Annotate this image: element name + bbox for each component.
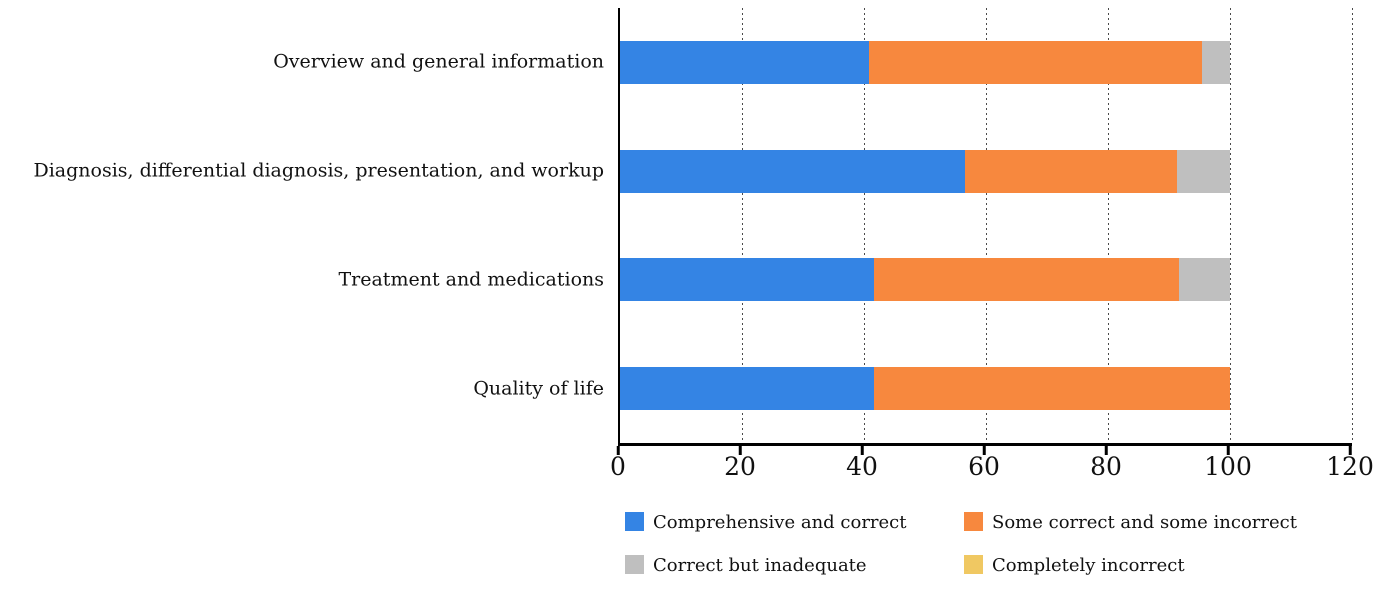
legend-swatch-gray [625,555,644,574]
category-label: Treatment and medications [338,268,604,291]
gridline [1352,8,1353,443]
legend-swatch-orange [964,512,983,531]
gridline [1230,8,1231,443]
x-tick [738,446,742,455]
legend-label: Comprehensive and correct [653,511,907,533]
bar-segment-orange [874,258,1180,302]
bar [620,40,1352,84]
x-tick [1348,446,1352,455]
x-tick-label: 80 [1090,452,1122,481]
bar-segment-orange [869,40,1202,84]
bar-row [620,334,1352,443]
gridline [864,8,865,443]
plot-area [618,8,1353,446]
gridline [742,8,743,443]
x-tick [982,446,986,455]
x-tick-label: 60 [968,452,1000,481]
legend-item: Some correct and some incorrect [964,512,1297,531]
legend-label: Correct but inadequate [653,554,867,576]
bar-row [620,8,1352,117]
bar-segment-blue [620,258,875,302]
x-tick-label: 100 [1204,452,1252,481]
x-tick-label: 0 [610,452,626,481]
gridline [986,8,987,443]
legend-swatch-yellow [964,555,983,574]
category-label: Diagnosis, differential diagnosis, prese… [33,159,604,182]
bar [620,367,1352,411]
bar-segment-gray [1176,149,1230,193]
bar [620,258,1352,302]
bar-segment-orange [964,149,1177,193]
bar-row [620,117,1352,226]
legend-item: Comprehensive and correct [625,512,907,531]
legend-label: Some correct and some incorrect [992,511,1297,533]
bar-segment-gray [1179,258,1230,302]
bar-segment-blue [620,40,870,84]
legend-label: Completely incorrect [992,554,1185,576]
x-tick [616,446,620,455]
bar-row [620,226,1352,335]
x-tick [1104,446,1108,455]
x-tick [860,446,864,455]
x-tick-label: 20 [724,452,756,481]
bar-segment-gray [1201,40,1230,84]
bar [620,149,1352,193]
x-tick-label: 120 [1326,452,1374,481]
legend-item: Completely incorrect [964,555,1185,574]
gridline [1108,8,1109,443]
category-label: Quality of life [473,377,604,400]
legend-item: Correct but inadequate [625,555,867,574]
bar-segment-blue [620,149,965,193]
category-label: Overview and general information [273,50,604,73]
x-tick [1226,446,1230,455]
legend-swatch-blue [625,512,644,531]
bar-segment-orange [874,367,1230,411]
bar-segment-blue [620,367,875,411]
x-tick-label: 40 [846,452,878,481]
